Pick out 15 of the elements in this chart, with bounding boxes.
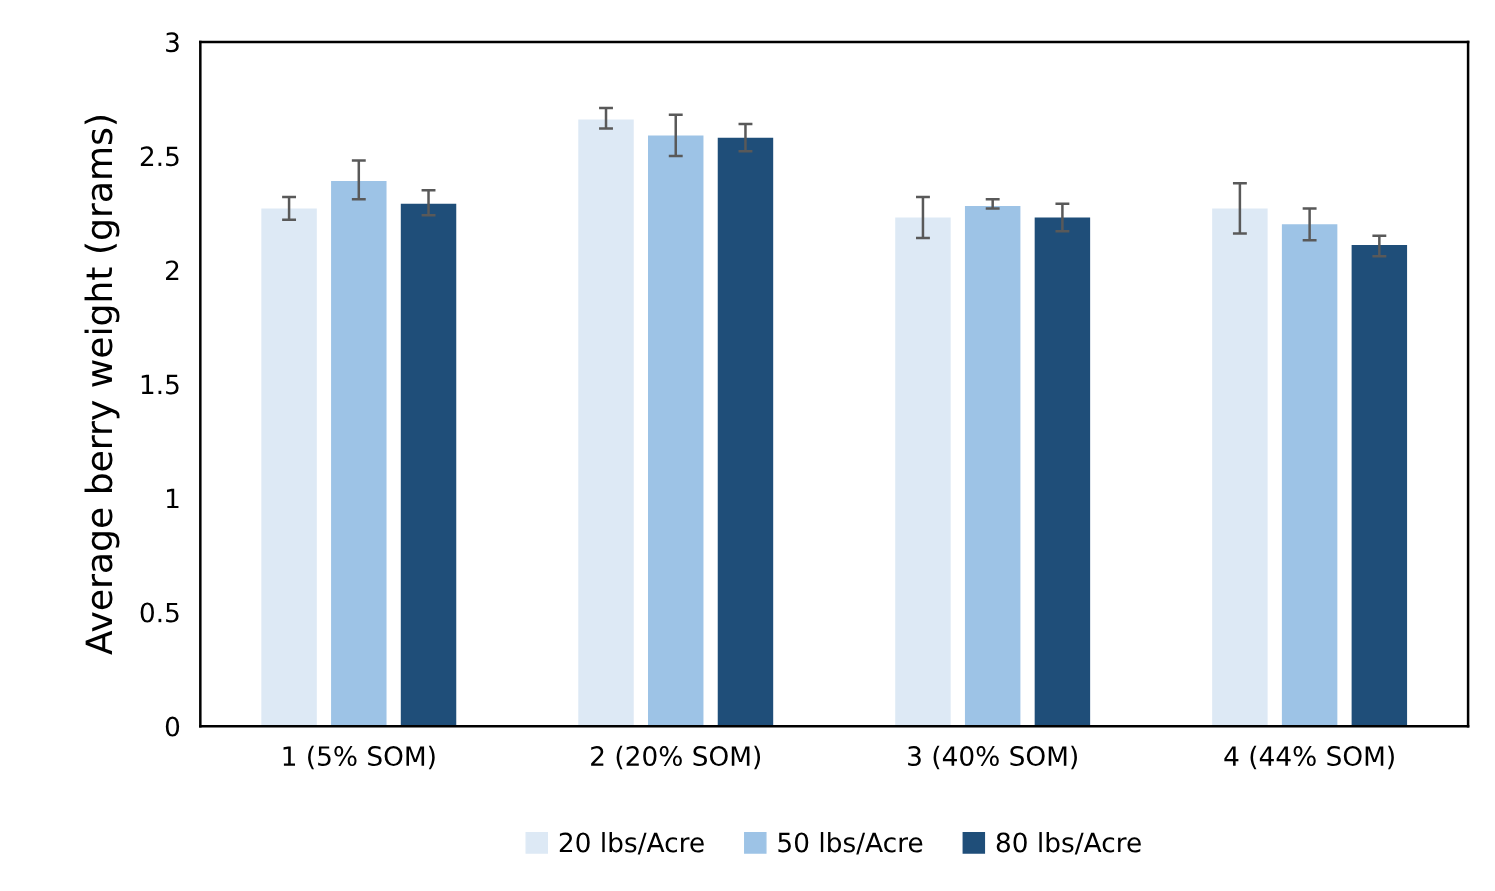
legend-label: 20 lbs/Acre [559, 832, 704, 855]
y-tick-label: 0.5 [140, 602, 179, 623]
y-tick-label: 2.5 [140, 146, 179, 167]
y-axis-title: Average berry weight (grams) [84, 116, 120, 655]
y-tick-label: 2 [166, 260, 179, 280]
y-tick-label: 1.5 [141, 374, 179, 395]
legend-label: 50 lbs/Acre [778, 832, 923, 855]
y-tick-label: 1 [166, 488, 179, 509]
legend-label: 80 lbs/Acre [996, 832, 1141, 855]
x-tick-label: 4 (44% SOM) [1224, 745, 1394, 770]
x-tick-label: 3 (40% SOM) [908, 745, 1077, 770]
x-tick-label: 2 (20% SOM) [591, 745, 761, 770]
y-tick-label: 0 [165, 716, 180, 737]
x-tick-label: 1 (5% SOM) [283, 745, 435, 770]
y-tick-label: 3 [166, 32, 179, 53]
